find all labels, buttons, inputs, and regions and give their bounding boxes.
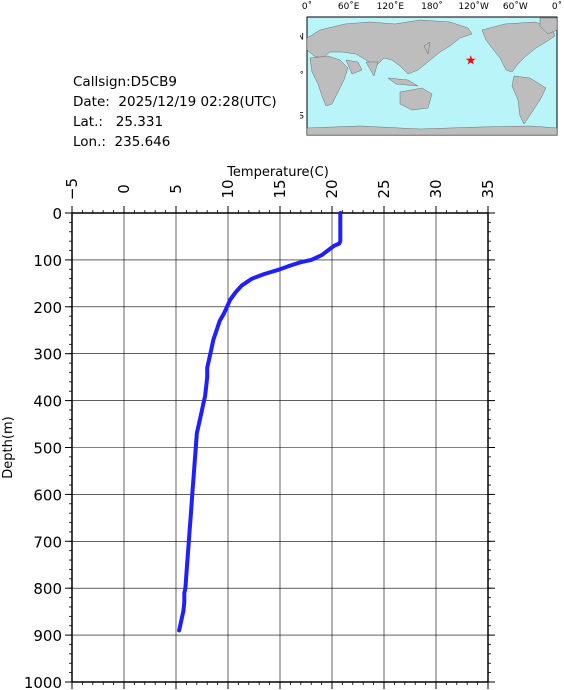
land-india bbox=[365, 61, 379, 77]
profile-info: Callsign:D5CB9 Date: 2025/12/19 02:28(UT… bbox=[73, 72, 277, 152]
map-lat-label: 60˚N bbox=[300, 32, 304, 43]
y-tick-label: 400 bbox=[33, 393, 62, 411]
x-axis-title: Temperature(C) bbox=[226, 165, 329, 180]
axis-ticks bbox=[65, 206, 495, 689]
world-map: 0˚ 60˚E 120˚E 180˚ 120˚W 60˚W 0˚ 60˚N 0˚ 60˚S ★ bbox=[300, 1, 562, 136]
x-tick-label: 25 bbox=[375, 179, 393, 198]
x-tick-label: −5 bbox=[63, 178, 81, 200]
x-tick-label: 20 bbox=[323, 179, 341, 198]
map-lon-label: 60˚W bbox=[503, 1, 528, 12]
y-tick-label: 700 bbox=[33, 533, 62, 551]
chart-grid bbox=[72, 213, 488, 682]
y-tick-label: 300 bbox=[33, 346, 62, 364]
land-africa bbox=[309, 55, 349, 107]
map-lon-label: 120˚W bbox=[458, 1, 489, 12]
y-tick-label: 1000 bbox=[24, 674, 62, 690]
map-lon-label: 60˚E bbox=[338, 1, 360, 12]
y-tick-label: 600 bbox=[33, 486, 62, 504]
temperature-profile-line bbox=[177, 211, 343, 633]
date-text: Date: 2025/12/19 02:28(UTC) bbox=[73, 94, 277, 110]
land-japan bbox=[423, 41, 431, 55]
land-australia bbox=[399, 87, 433, 111]
land-antarctica bbox=[306, 125, 558, 136]
map-lon-label: 180˚ bbox=[421, 1, 443, 12]
y-tick-labels: 0 100 200 300 400 500 600 700 800 900 1000 bbox=[24, 205, 62, 690]
map-lat-label: 0˚ bbox=[300, 71, 304, 82]
x-tick-label: 10 bbox=[219, 179, 237, 198]
y-tick-label: 800 bbox=[33, 580, 62, 598]
y-tick-label: 500 bbox=[33, 440, 62, 458]
x-tick-label: 5 bbox=[167, 184, 185, 194]
map-landmasses bbox=[306, 17, 558, 136]
land-indonesia bbox=[387, 77, 419, 87]
latitude-text: Lat.: 25.331 bbox=[73, 114, 164, 130]
longitude-text: Lon.: 235.646 bbox=[73, 134, 171, 150]
map-lon-label: 0˚ bbox=[302, 1, 312, 12]
callsign-text: Callsign:D5CB9 bbox=[73, 74, 177, 90]
x-tick-label: 0 bbox=[115, 184, 133, 194]
x-tick-label: 15 bbox=[271, 179, 289, 198]
y-axis-title: Depth(m) bbox=[1, 416, 16, 478]
land-eurasia bbox=[306, 19, 473, 75]
y-tick-label: 900 bbox=[33, 627, 62, 645]
y-tick-label: 200 bbox=[33, 299, 62, 317]
land-south-america bbox=[511, 75, 547, 125]
y-tick-label: 100 bbox=[33, 252, 62, 270]
y-tick-label: 0 bbox=[52, 205, 62, 223]
map-lat-label: 60˚S bbox=[300, 110, 304, 121]
x-tick-label: 35 bbox=[479, 179, 497, 198]
map-lon-label: 120˚E bbox=[377, 1, 405, 12]
map-lon-label: 0˚ bbox=[552, 1, 562, 12]
land-arabia bbox=[345, 59, 363, 75]
map-longitude-labels: 0˚ 60˚E 120˚E 180˚ 120˚W 60˚W 0˚ bbox=[302, 1, 562, 12]
map-latitude-labels: 60˚N 0˚ 60˚S bbox=[300, 32, 304, 122]
position-marker-icon: ★ bbox=[465, 53, 477, 68]
land-greenland bbox=[539, 17, 558, 35]
x-tick-label: 30 bbox=[427, 179, 445, 198]
x-tick-labels: −5 0 5 10 15 20 25 30 35 bbox=[63, 178, 497, 200]
